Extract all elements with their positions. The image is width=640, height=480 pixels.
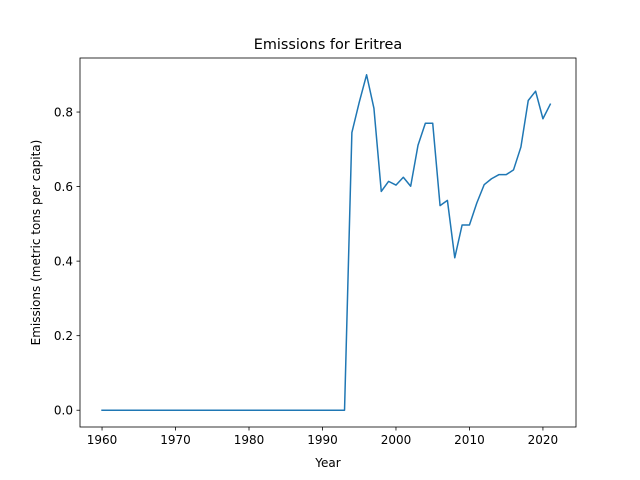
x-tick-label: 1970 xyxy=(160,433,191,447)
y-axis-label: Emissions (metric tons per capita) xyxy=(29,140,43,346)
chart-title: Emissions for Eritrea xyxy=(254,37,402,53)
axes-frame xyxy=(79,57,577,428)
x-tick-label: 2020 xyxy=(528,433,559,447)
x-tick-label: 2000 xyxy=(381,433,412,447)
plot-area: 1960 1970 1980 1990 2000 2010 2020 0.0 0.2 0.4 0.6… xyxy=(54,57,577,447)
x-tick-label: 1980 xyxy=(234,433,265,447)
x-axis-label: Year xyxy=(314,456,340,470)
x-tick-label: 2010 xyxy=(454,433,485,447)
y-tick-label: 0.0 xyxy=(54,404,73,418)
y-tick-label: 0.6 xyxy=(54,180,73,194)
y-tick-label: 0.4 xyxy=(54,254,73,268)
series-line-0 xyxy=(101,74,552,411)
x-tick-label: 1960 xyxy=(87,433,118,447)
x-tick-label: 1990 xyxy=(307,433,338,447)
y-tick-label: 0.8 xyxy=(54,105,73,119)
y-tick-label: 0.2 xyxy=(54,329,73,343)
